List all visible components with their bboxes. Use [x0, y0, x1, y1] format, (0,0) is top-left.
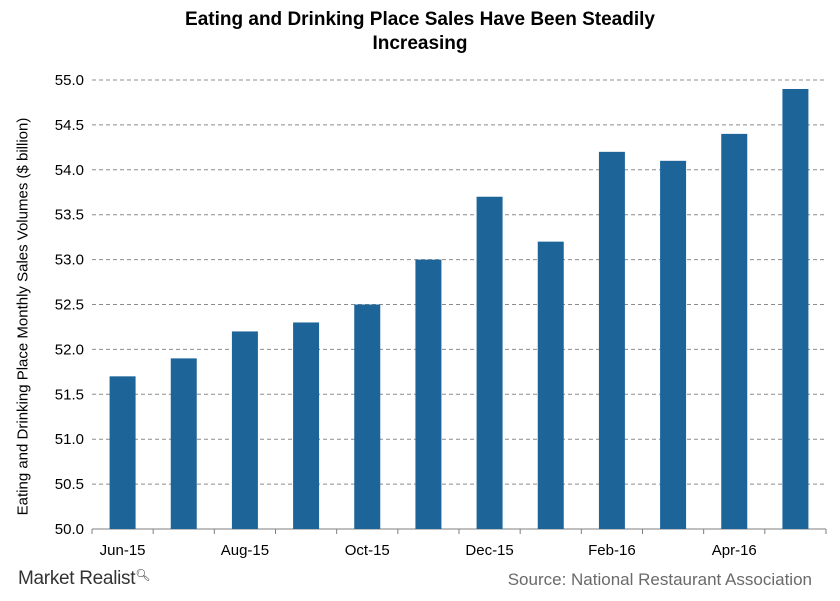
bar-may-16 [782, 88, 809, 529]
chart-title: Eating and Drinking Place Sales Have Bee… [0, 8, 840, 56]
x-tick-label: Apr-16 [712, 542, 757, 559]
y-tick-label: 54.5 [55, 117, 84, 134]
bar-dec-15 [476, 196, 503, 530]
y-tick-label: 53.0 [55, 252, 84, 269]
x-tick-label: Dec-15 [465, 542, 513, 559]
chart-title-line-1: Eating and Drinking Place Sales Have Bee… [185, 9, 655, 30]
chart-title-line-2: Increasing [372, 33, 468, 54]
bar-jun-15 [109, 376, 136, 529]
y-tick-label: 53.5 [55, 207, 84, 224]
bar-apr-16 [721, 133, 748, 529]
bar-nov-15 [415, 259, 442, 529]
y-tick-label: 52.0 [55, 341, 84, 358]
y-tick-label: 51.5 [55, 386, 84, 403]
y-tick-label: 54.0 [55, 162, 84, 179]
source-note: Source: National Restaurant Association [507, 570, 812, 589]
brand-logo: Market Realist🔍︎ [18, 568, 150, 590]
y-tick-label: 51.0 [55, 431, 84, 448]
y-tick-label: 55.0 [55, 72, 84, 89]
y-tick-label: 50.5 [55, 476, 84, 493]
x-tick-label: Feb-16 [588, 542, 636, 559]
bar-oct-15 [354, 304, 381, 529]
bar-mar-16 [660, 160, 687, 529]
bar-aug-15 [231, 331, 258, 529]
bar-sep-15 [293, 322, 320, 529]
x-tick-label: Oct-15 [345, 542, 390, 559]
x-tick-label: Aug-15 [221, 542, 269, 559]
brand-name: Market Realist [18, 568, 136, 589]
y-tick-label: 50.0 [55, 521, 84, 538]
magnifier-icon: 🔍︎ [135, 568, 151, 582]
x-tick-label: Jun-15 [100, 542, 146, 559]
bar-jan-16 [537, 241, 564, 529]
bar-feb-16 [598, 151, 625, 529]
y-tick-label: 52.5 [55, 297, 84, 314]
bar-jul-15 [170, 358, 197, 529]
